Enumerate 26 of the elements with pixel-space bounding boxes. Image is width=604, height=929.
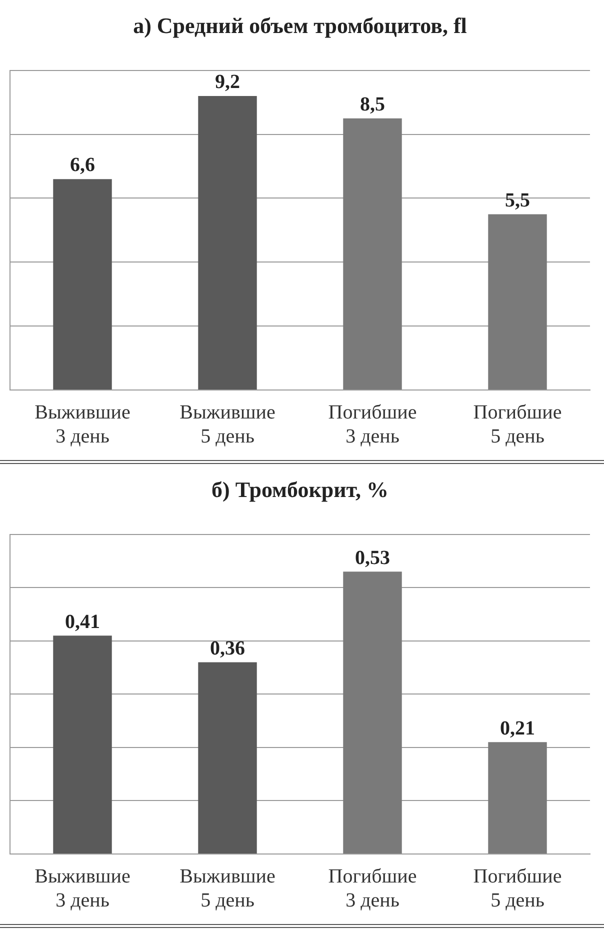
- data-label: 6,6: [70, 154, 95, 176]
- bar: [488, 214, 547, 390]
- x-tick-label: Погибшие 3 день: [328, 401, 417, 448]
- x-tick-label: Выжившие 5 день: [180, 401, 276, 448]
- chart-title: а) Средний объем тромбоцитов, fl: [133, 12, 467, 38]
- data-label: 0,41: [65, 610, 100, 633]
- chart-title: б) Тромбокрит, %: [212, 476, 388, 502]
- data-label: 8,5: [360, 94, 385, 116]
- bar: [198, 96, 257, 390]
- data-label: 0,36: [210, 637, 245, 660]
- bar: [343, 118, 402, 390]
- x-tick-label: Погибшие 5 день: [473, 865, 562, 912]
- x-tick-label: Погибшие 5 день: [473, 401, 562, 448]
- data-label: 0,53: [355, 546, 390, 569]
- x-tick-label: Выжившие 3 день: [34, 865, 130, 912]
- data-label: 0,21: [500, 717, 535, 740]
- bar: [488, 742, 547, 854]
- bar: [343, 572, 402, 854]
- data-label: 5,5: [505, 189, 530, 212]
- bar: [198, 662, 257, 854]
- bar: [53, 179, 112, 390]
- bar: [53, 636, 112, 854]
- x-tick-label: Выжившие 3 день: [34, 401, 130, 448]
- data-label: 9,2: [215, 71, 240, 94]
- x-tick-label: Выжившие 5 день: [180, 865, 276, 912]
- x-tick-label: Погибшие 3 день: [328, 865, 417, 912]
